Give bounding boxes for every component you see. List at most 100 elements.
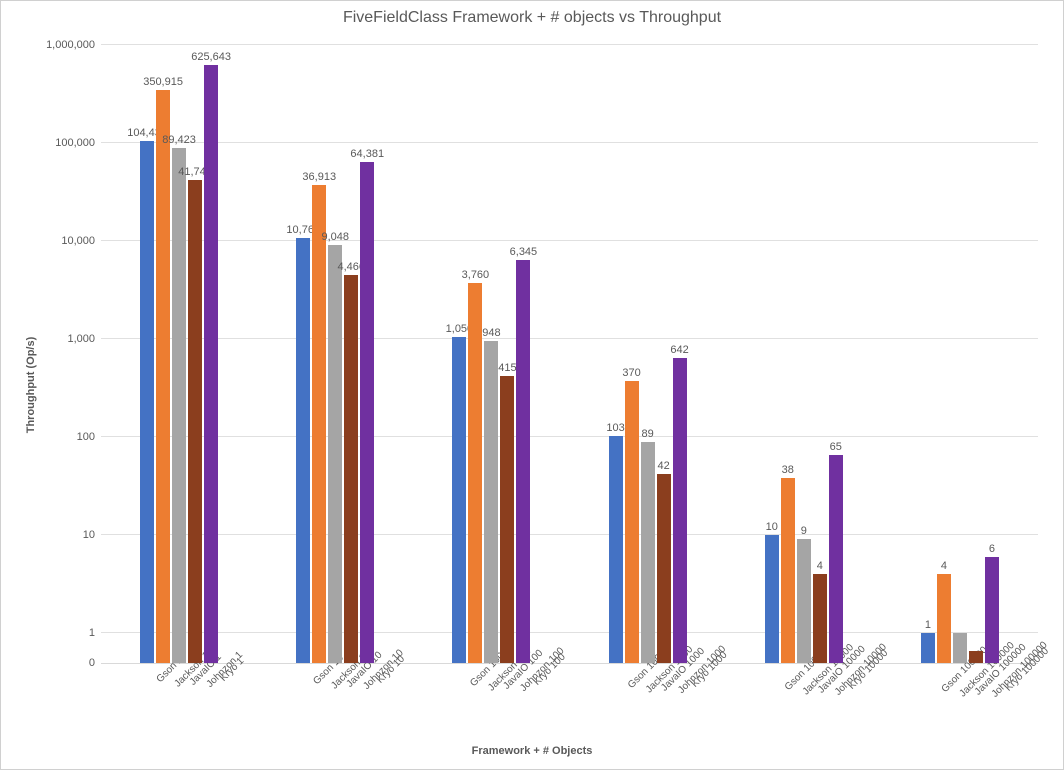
bar <box>312 185 326 663</box>
chart-container: FiveFieldClass Framework + # objects vs … <box>0 0 1064 770</box>
bar-wrap: JavaIO 100000 <box>953 633 967 663</box>
bar-wrap: 4Johnzon 10000 <box>813 574 827 663</box>
bar-wrap: 1,050Gson 100 <box>452 337 466 663</box>
bar-wrap: 104,434Gson 1 <box>140 141 154 663</box>
bar-group: 1Gson 1000004Jackson 100000JavaIO 100000… <box>921 557 999 663</box>
bar-group: 1,050Gson 1003,760Jackson 100948JavaIO 1… <box>452 260 530 663</box>
data-label: 625,643 <box>191 51 231 65</box>
data-label: 103 <box>606 422 624 436</box>
bar <box>188 180 202 663</box>
bar-wrap: 89JavaIO 1000 <box>641 442 655 663</box>
bar <box>641 442 655 663</box>
data-label: 948 <box>482 327 500 341</box>
bar-wrap: 42Johnzon 1000 <box>657 474 671 663</box>
data-label: 415 <box>498 362 516 376</box>
bar <box>484 341 498 663</box>
bar-wrap: 36,913Jackson 10 <box>312 185 326 663</box>
data-label: 89 <box>641 428 653 442</box>
bar-wrap: Johnzon 100000 <box>969 651 983 663</box>
data-label: 9,048 <box>321 231 349 245</box>
bar-wrap: 350,915Jackson 1 <box>156 90 170 663</box>
data-label: 3,760 <box>462 269 490 283</box>
y-axis-title: Throughput (Op/s) <box>25 337 37 434</box>
bar <box>829 455 843 663</box>
bar-wrap: 89,423JavaIO 1 <box>172 148 186 663</box>
bar <box>937 574 951 663</box>
bar-wrap: 3,760Jackson 100 <box>468 283 482 663</box>
y-tick-label: 1,000,000 <box>46 39 101 51</box>
data-label: 370 <box>622 367 640 381</box>
y-tick-label: 1 <box>89 627 101 639</box>
bar-wrap: 415Johnzon 100 <box>500 376 514 663</box>
bar-wrap: 6,345Kryo 100 <box>516 260 530 663</box>
y-tick-label: 10 <box>83 529 101 541</box>
data-label: 350,915 <box>143 76 183 90</box>
bar-wrap: 10,763Gson 10 <box>296 238 310 663</box>
gridline <box>101 240 1038 241</box>
bar-wrap: 9JavaIO 10000 <box>797 539 811 663</box>
bar <box>985 557 999 663</box>
bar <box>156 90 170 663</box>
bar-wrap: 642Kryo 1000 <box>673 358 687 663</box>
bar-wrap: 10Gson 10000 <box>765 535 779 663</box>
bar <box>468 283 482 663</box>
bar <box>516 260 530 663</box>
bar <box>140 141 154 663</box>
bar <box>609 436 623 663</box>
bar <box>765 535 779 663</box>
data-label: 6,345 <box>510 246 538 260</box>
data-label: 64,381 <box>350 148 384 162</box>
bar-group: 10,763Gson 1036,913Jackson 109,048JavaIO… <box>296 162 374 663</box>
data-label: 642 <box>670 344 688 358</box>
bar <box>921 633 935 663</box>
bar <box>781 478 795 663</box>
data-label: 65 <box>830 441 842 455</box>
gridline <box>101 338 1038 339</box>
y-tick-label: 100,000 <box>55 137 101 149</box>
data-label: 36,913 <box>302 171 336 185</box>
bar-wrap: 103Gson 1000 <box>609 436 623 663</box>
bar-wrap: 65Kryo 10000 <box>829 455 843 663</box>
bar <box>452 337 466 663</box>
bar-wrap: 64,381Kryo 10 <box>360 162 374 663</box>
bar <box>797 539 811 663</box>
bar <box>969 651 983 663</box>
y-tick-label: 10,000 <box>61 235 101 247</box>
gridline <box>101 142 1038 143</box>
gridline <box>101 632 1038 633</box>
bar <box>953 633 967 663</box>
y-tick-label: 1,000 <box>67 333 101 345</box>
bar <box>328 245 342 663</box>
bar <box>500 376 514 663</box>
bar <box>344 275 358 663</box>
bar-wrap: 1Gson 100000 <box>921 633 935 663</box>
data-label: 89,423 <box>162 134 196 148</box>
bar <box>625 381 639 663</box>
bar-wrap: 41,742Johnzon 1 <box>188 180 202 663</box>
chart-title: FiveFieldClass Framework + # objects vs … <box>1 9 1063 27</box>
bar-wrap: 6Kryo 100000 <box>985 557 999 663</box>
data-label: 10 <box>766 521 778 535</box>
gridline <box>101 436 1038 437</box>
data-label: 1 <box>925 619 931 633</box>
bar <box>296 238 310 663</box>
bar-wrap: 4,466Johnzon 10 <box>344 275 358 663</box>
bar-wrap: 370Jackson 1000 <box>625 381 639 663</box>
data-label: 38 <box>782 464 794 478</box>
bar <box>813 574 827 663</box>
bar <box>657 474 671 663</box>
bar-wrap: 9,048JavaIO 10 <box>328 245 342 663</box>
y-tick-zero: 0 <box>89 657 101 669</box>
bar-group: 10Gson 1000038Jackson 100009JavaIO 10000… <box>765 455 843 663</box>
gridline <box>101 534 1038 535</box>
bar <box>204 65 218 663</box>
y-tick-label: 100 <box>77 431 101 443</box>
bar <box>360 162 374 663</box>
bar <box>172 148 186 663</box>
x-axis-title: Framework + # Objects <box>1 745 1063 757</box>
bar-group: 104,434Gson 1350,915Jackson 189,423JavaI… <box>140 65 218 663</box>
data-label: 4 <box>817 560 823 574</box>
gridline <box>101 44 1038 45</box>
data-label: 4 <box>941 560 947 574</box>
data-label: 9 <box>801 525 807 539</box>
